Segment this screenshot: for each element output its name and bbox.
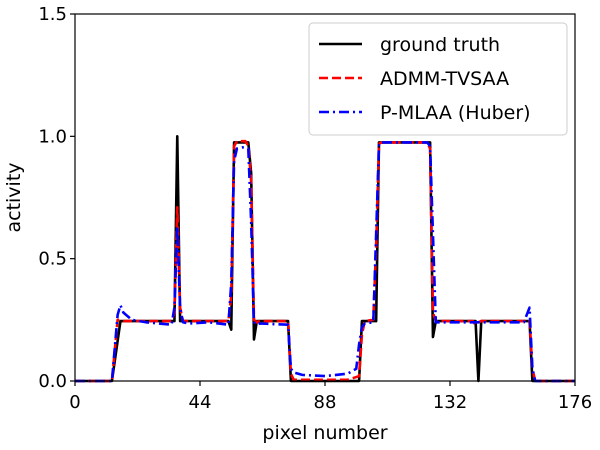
y-axis-label: activity <box>3 162 25 232</box>
y-tick-label: 0.5 <box>38 249 67 270</box>
x-tick-label: 176 <box>558 392 592 413</box>
series-line-0 <box>75 135 575 383</box>
legend-box <box>308 22 568 136</box>
series-layer <box>75 135 575 383</box>
x-tick-label: 44 <box>189 392 212 413</box>
legend: ground truth ADMM-TVSAA P-MLAA (Huber) <box>308 22 568 136</box>
y-tick-label: 0.0 <box>38 371 67 392</box>
x-axis-label: pixel number <box>262 422 387 444</box>
x-axis: 0 44 88 132 176 <box>69 381 592 413</box>
y-axis: 0.0 0.5 1.0 1.5 <box>38 4 75 392</box>
x-tick-label: 132 <box>433 392 467 413</box>
legend-entry-2: P-MLAA (Huber) <box>380 102 531 124</box>
series-line-1 <box>75 139 575 383</box>
legend-entry-1: ADMM-TVSAA <box>380 68 509 90</box>
x-tick-label: 0 <box>69 392 80 413</box>
series-line-2 <box>75 141 575 383</box>
y-tick-label: 1.0 <box>38 126 67 147</box>
y-tick-label: 1.5 <box>38 4 67 25</box>
legend-entry-0: ground truth <box>380 34 500 56</box>
x-tick-label: 88 <box>314 392 337 413</box>
